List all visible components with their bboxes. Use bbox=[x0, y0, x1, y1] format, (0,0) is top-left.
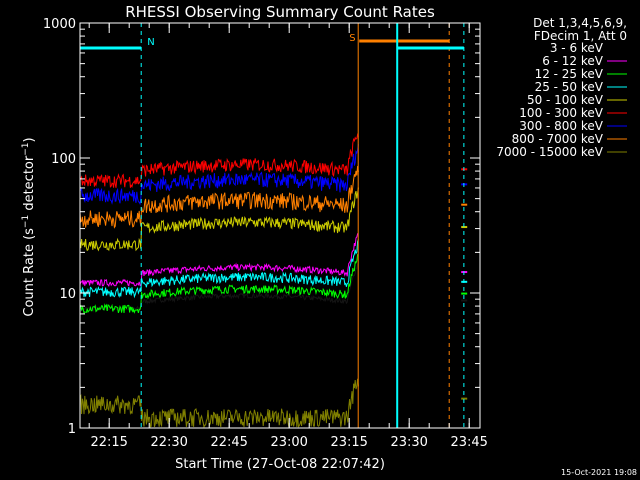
series-line-4 bbox=[79, 187, 359, 252]
x-tick-label: 23:45 bbox=[450, 435, 487, 450]
legend-label-2: 12 - 25 keV bbox=[535, 67, 604, 81]
x-axis-label: Start Time (27-Oct-08 22:07:42) bbox=[175, 457, 385, 472]
legend-label-7: 800 - 7000 keV bbox=[512, 132, 604, 146]
legend-label-4: 50 - 100 keV bbox=[527, 93, 604, 107]
legend-label-3: 25 - 50 keV bbox=[535, 80, 604, 94]
x-tick-label: 22:15 bbox=[90, 435, 127, 450]
legend-label-5: 100 - 300 keV bbox=[519, 106, 603, 120]
flag-label-0: N bbox=[147, 37, 154, 48]
series-line-1 bbox=[79, 232, 359, 288]
y-tick-label: 10 bbox=[59, 287, 76, 302]
plot-frame bbox=[79, 22, 481, 429]
series-line-7 bbox=[79, 165, 359, 229]
x-tick-label: 23:00 bbox=[270, 435, 307, 450]
series-line-3 bbox=[79, 239, 359, 299]
x-tick-label: 23:15 bbox=[330, 435, 367, 450]
detectors-label: Det 1,3,4,5,6,9, bbox=[533, 16, 627, 30]
x-tick-label: 22:30 bbox=[150, 435, 187, 450]
timestamp: 15-Oct-2021 19:08 bbox=[561, 468, 637, 477]
plot-area: N S 1 10 100 1000 22:15 22:30 22:45 23:00 23:15 23:… bbox=[43, 17, 488, 450]
y-label-mid: detector bbox=[22, 155, 37, 215]
series-line-5 bbox=[79, 132, 359, 189]
series-line-2 bbox=[79, 254, 359, 315]
y-label-sup1: −1 bbox=[21, 215, 31, 228]
y-tick-label: 100 bbox=[51, 152, 76, 167]
y-label-sup2: −1 bbox=[21, 142, 31, 155]
decimation-label: FDecim 1, Att 0 bbox=[534, 29, 627, 43]
legend-label-8: 7000 - 15000 keV bbox=[496, 145, 603, 159]
flag-label-1: S bbox=[349, 33, 355, 44]
y-tick-label: 1 bbox=[68, 422, 76, 437]
y-axis-label: Count Rate (s−1 detector−1) bbox=[21, 137, 37, 316]
x-tick-label: 22:45 bbox=[210, 435, 247, 450]
chart-title: RHESSI Observing Summary Count Rates bbox=[125, 3, 435, 21]
legend-label-1: 6 - 12 keV bbox=[542, 54, 604, 68]
y-label-end: ) bbox=[22, 137, 37, 142]
series-line-8 bbox=[79, 378, 359, 429]
series-line-6 bbox=[79, 144, 359, 206]
series-line-0 bbox=[79, 263, 359, 313]
y-tick-label: 1000 bbox=[43, 17, 76, 32]
legend-label-0: 3 - 6 keV bbox=[550, 41, 604, 55]
y-label-main: Count Rate (s bbox=[22, 228, 37, 317]
legend-label-6: 300 - 800 keV bbox=[519, 119, 603, 133]
x-tick-label: 23:30 bbox=[390, 435, 427, 450]
